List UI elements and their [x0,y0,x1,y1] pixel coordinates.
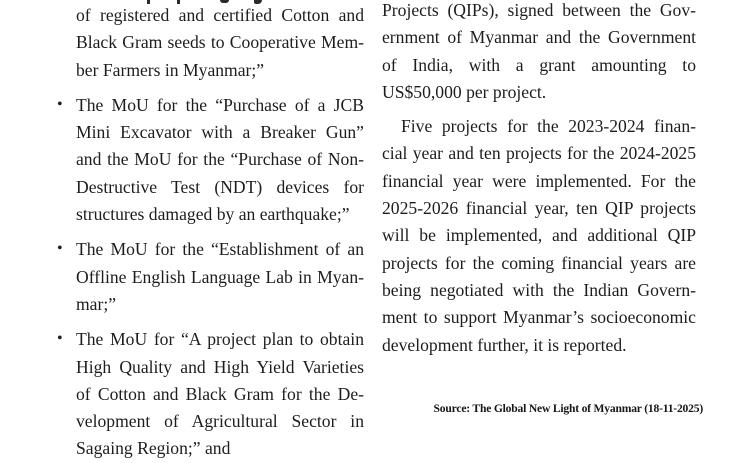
clipped-line-fragment [177,0,180,4]
clipped-line-fragment [147,0,150,4]
text-line: ment to support Myanmar’s socioeconomic [382,307,696,328]
text-line: of registered and certified Cotton and [76,5,364,25]
text-line: ernment of Myanmar and the Government [382,27,696,48]
text-line: US$50,000 per project. [382,81,547,102]
bullet-icon: • [57,240,63,258]
text-line: of Cotton and Black Gram for the De- [76,383,364,404]
text-line: being negotiated with the Indian Govern- [382,279,696,300]
text-line: projects for the coming financial years … [382,252,696,273]
text-line: Five projects for the 2023-2024 finan- [401,116,696,137]
text-line: Destructive Test (NDT) devices for [76,176,364,197]
left-column: of registered and certified Cotton and B… [56,2,364,463]
text-line: Projects (QIPs), signed between the Gov- [382,0,696,20]
text-line: velopment of Agricultural Sector in [76,411,364,432]
source-attribution: Source: The Global New Light of Myanmar … [433,402,704,415]
text-line: mar;” [76,293,117,314]
text-line: Black Gram seeds to Cooperative Mem- [76,32,364,53]
text-line: Sagaing Region;” and [76,438,231,459]
text-line: structures damaged by an earthquake;” [76,204,350,225]
text-line: 2025-2026 financial year, ten QIP projec… [382,198,696,219]
text-line: The MoU for the “Establishment of an [76,239,364,260]
text-line: High Quality and High Yield Varieties [76,356,364,377]
text-line: The MoU for “A project plan to obtain [76,329,364,350]
text-line: ber Farmers in Myanmar;” [76,59,265,80]
text-line: Offline English Language Lab in Myan- [76,266,364,287]
text-line: will be implemented, and additional QIP [382,225,696,246]
bullet-item: • The MoU for the “Purchase of a JCB Min… [56,92,364,228]
bullet-icon: • [57,95,63,113]
text-line: cial year and ten projects for the 2024-… [382,143,696,164]
bullet-icon: • [57,330,63,348]
paragraph: Projects (QIPs), signed between the Gov-… [382,0,696,106]
bullet-item-continuation: of registered and certified Cotton and B… [56,2,364,84]
clipped-line-fragment [254,0,262,4]
clipped-line-fragment [220,0,229,3]
text-line: of India, with a grant amounting to [382,54,696,75]
text-line: and the MoU for the “Purchase of Non- [76,149,364,170]
text-line: The MoU for the “Purchase of a JCB [76,94,364,115]
right-column: Projects (QIPs), signed between the Gov-… [382,0,696,359]
text-line: development further, it is reported. [382,334,627,355]
bullet-item: • The MoU for the “Establishment of an O… [56,236,364,318]
text-line: Mini Excavator with a Breaker Gun” [76,122,364,143]
bullet-item: • The MoU for “A project plan to obtain … [56,326,364,462]
paragraph: Five projects for the 2023-2024 finan- c… [382,113,696,359]
text-line: financial year were implemented. For the [382,170,696,191]
